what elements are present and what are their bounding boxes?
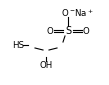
Text: OH: OH: [39, 61, 53, 70]
Text: HS: HS: [12, 40, 24, 49]
Text: O: O: [47, 27, 53, 36]
Text: O: O: [83, 27, 89, 36]
Text: O$^-$: O$^-$: [61, 7, 75, 19]
Text: S: S: [65, 26, 71, 36]
Text: Na$^+$: Na$^+$: [74, 7, 94, 19]
